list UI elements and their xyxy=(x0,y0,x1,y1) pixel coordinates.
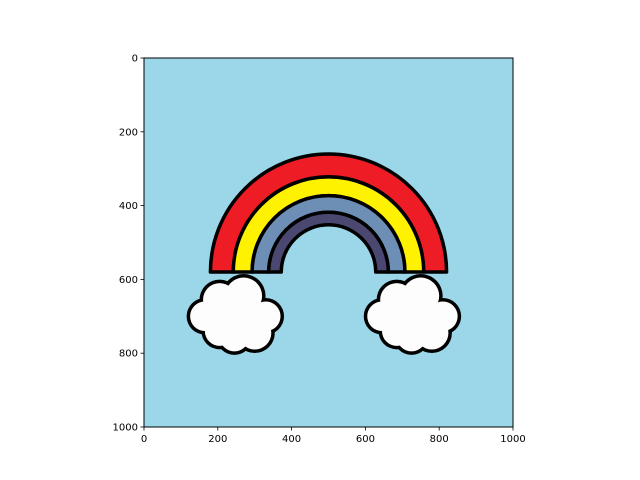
y-tick-label: 800 xyxy=(119,349,138,360)
x-tick-label: 1000 xyxy=(500,434,525,445)
y-axis: 0 200 400 600 800 1000 xyxy=(113,54,144,434)
x-tick-label: 0 xyxy=(141,434,147,445)
slate-band xyxy=(266,210,391,274)
sky-background xyxy=(144,58,513,427)
x-tick-label: 400 xyxy=(282,434,301,445)
right-cloud xyxy=(363,274,462,355)
x-tick-label: 600 xyxy=(356,434,375,445)
y-tick-label: 0 xyxy=(132,54,138,65)
y-tick-label: 1000 xyxy=(113,423,138,434)
y-tick-label: 200 xyxy=(119,127,138,138)
rainbow xyxy=(208,152,449,274)
x-tick-label: 800 xyxy=(430,434,449,445)
y-tick-label: 400 xyxy=(119,201,138,212)
x-axis: 0 200 400 600 800 1000 xyxy=(141,427,526,445)
image-layer xyxy=(144,58,513,427)
x-tick-label: 200 xyxy=(208,434,227,445)
plot-frame xyxy=(143,57,514,428)
clouds xyxy=(186,274,462,355)
left-cloud xyxy=(186,274,285,355)
y-tick-label: 600 xyxy=(119,275,138,286)
